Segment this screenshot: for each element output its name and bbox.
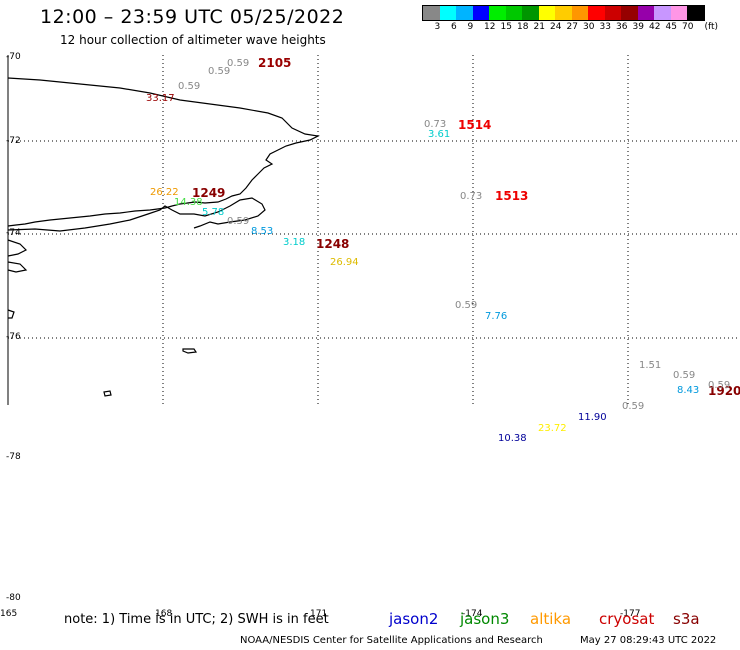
pass-label: 1513: [495, 189, 529, 203]
lat-label-78: -78: [6, 452, 21, 462]
colorbar-swatch: [555, 6, 572, 20]
island-1: [182, 348, 198, 354]
wave-height-value: 0.59: [622, 401, 645, 412]
colorbar-tick-label: 15: [500, 22, 512, 32]
wave-height-value: 0.59: [455, 300, 478, 311]
mission-label: jason2: [389, 610, 439, 628]
wave-height-value: 23.72: [538, 423, 567, 434]
pass-label: 1249: [192, 186, 226, 200]
colorbar-swatch: [654, 6, 671, 20]
lon-label-168: 168: [155, 609, 173, 619]
island-3: [7, 309, 15, 319]
wave-height-value: 0.59: [208, 66, 231, 77]
coastline-peninsula: [7, 197, 266, 232]
colorbar-tick-label: 30: [583, 22, 595, 32]
mission-label: altika: [530, 610, 572, 628]
colorbar-tick-label: 12: [484, 22, 496, 32]
wave-height-value: 0.59: [708, 380, 731, 391]
credit-text: NOAA/NESDIS Center for Satellite Applica…: [240, 635, 543, 646]
colorbar-swatch: [522, 6, 539, 20]
lon-label-177: -177: [620, 609, 641, 619]
wave-height-value: 33.17: [146, 93, 175, 104]
colorbar-swatch: [423, 6, 440, 20]
wave-height-value: 26.94: [330, 257, 359, 268]
colorbar-swatch: [687, 6, 704, 20]
colorbar-swatch: [489, 6, 506, 20]
colorbar-tick-label: 6: [451, 22, 457, 32]
colorbar-swatch: [670, 6, 687, 20]
colorbar-swatch: [456, 6, 473, 20]
colorbar-swatch: [637, 6, 654, 20]
colorbar-tick-label: 36: [616, 22, 628, 32]
wave-height-value: 0.59: [178, 81, 201, 92]
colorbar-swatch: [538, 6, 555, 20]
wave-height-value: 3.18: [283, 237, 306, 248]
colorbar-labels: 3 6 9 12 15 18 21 24 27 30 33 36 39 42 45 70 (ft): [422, 22, 740, 34]
colorbar-swatch: [472, 6, 489, 20]
colorbar: [422, 5, 705, 21]
wave-height-value: 1.51: [639, 360, 662, 371]
page-subtitle: 12 hour collection of altimeter wave hei…: [60, 33, 326, 47]
colorbar-swatch: [621, 6, 638, 20]
colorbar-unit: (ft): [704, 22, 719, 32]
colorbar-tick-label: 24: [550, 22, 562, 32]
pass-label: 1920: [708, 384, 740, 398]
colorbar-tick-label: 33: [599, 22, 611, 32]
wave-height-value: 5.78: [202, 207, 225, 218]
wave-height-value: 0.73: [424, 119, 447, 130]
coastline: [7, 77, 320, 397]
colorbar-tick-label: 70: [682, 22, 694, 32]
mission-label: s3a: [673, 610, 700, 628]
wave-height-value: 0.73: [460, 191, 483, 202]
wave-height-value: 26.22: [150, 187, 179, 198]
wave-height-value: 10.38: [498, 433, 527, 444]
wave-height-value: 14.38: [174, 197, 203, 208]
colorbar-swatch: [604, 6, 621, 20]
mission-label: jason3: [460, 610, 510, 628]
colorbar-tick-label: 39: [632, 22, 644, 32]
island-2: [103, 390, 112, 397]
mission-label: cryosat: [599, 610, 655, 628]
wave-height-value: 0.59: [673, 370, 696, 381]
timestamp: May 27 08:29:43 UTC 2022: [580, 635, 717, 646]
colorbar-tick-label: 18: [517, 22, 529, 32]
colorbar-tick-label: 42: [649, 22, 661, 32]
coastline-inlet: [7, 239, 28, 257]
pass-label: 1248: [316, 237, 350, 251]
footnote: note: 1) Time is in UTC; 2) SWH is in fe…: [64, 612, 329, 627]
colorbar-tick-label: 27: [566, 22, 578, 32]
wave-height-value: 3.61: [428, 129, 451, 140]
lon-label-171: 171: [310, 609, 328, 619]
wave-height-value: 0.59: [227, 58, 250, 69]
coastline-small-1: [7, 261, 28, 273]
map-grid: [8, 55, 740, 405]
lat-label-70: -70: [6, 52, 21, 62]
colorbar-swatch: [439, 6, 456, 20]
lon-label-174: -174: [462, 609, 483, 619]
lat-label-80: -80: [6, 593, 21, 603]
page-title: 12:00 – 23:59 UTC 05/25/2022: [40, 6, 345, 28]
lat-label-72: -72: [6, 136, 21, 146]
lat-label-74: -74: [6, 228, 21, 238]
wave-height-value: 0.59: [227, 216, 250, 227]
colorbar-tick-label: 45: [665, 22, 677, 32]
wave-height-value: 11.90: [578, 412, 607, 423]
wave-height-value: 8.43: [677, 385, 700, 396]
colorbar-swatch: [571, 6, 588, 20]
colorbar-tick-label: 21: [533, 22, 545, 32]
pass-label: 2105: [258, 56, 292, 70]
lat-label-76: -76: [6, 332, 21, 342]
colorbar-swatch: [505, 6, 522, 20]
coastline-main: [7, 77, 320, 227]
pass-label: 1514: [458, 118, 492, 132]
colorbar-tick-label: 3: [434, 22, 441, 32]
lon-label-165: 165: [0, 609, 18, 619]
wave-height-value: 7.76: [485, 311, 508, 322]
wave-height-value: 8.53: [251, 226, 274, 237]
colorbar-swatch: [588, 6, 605, 20]
colorbar-tick-label: 9: [467, 22, 474, 32]
